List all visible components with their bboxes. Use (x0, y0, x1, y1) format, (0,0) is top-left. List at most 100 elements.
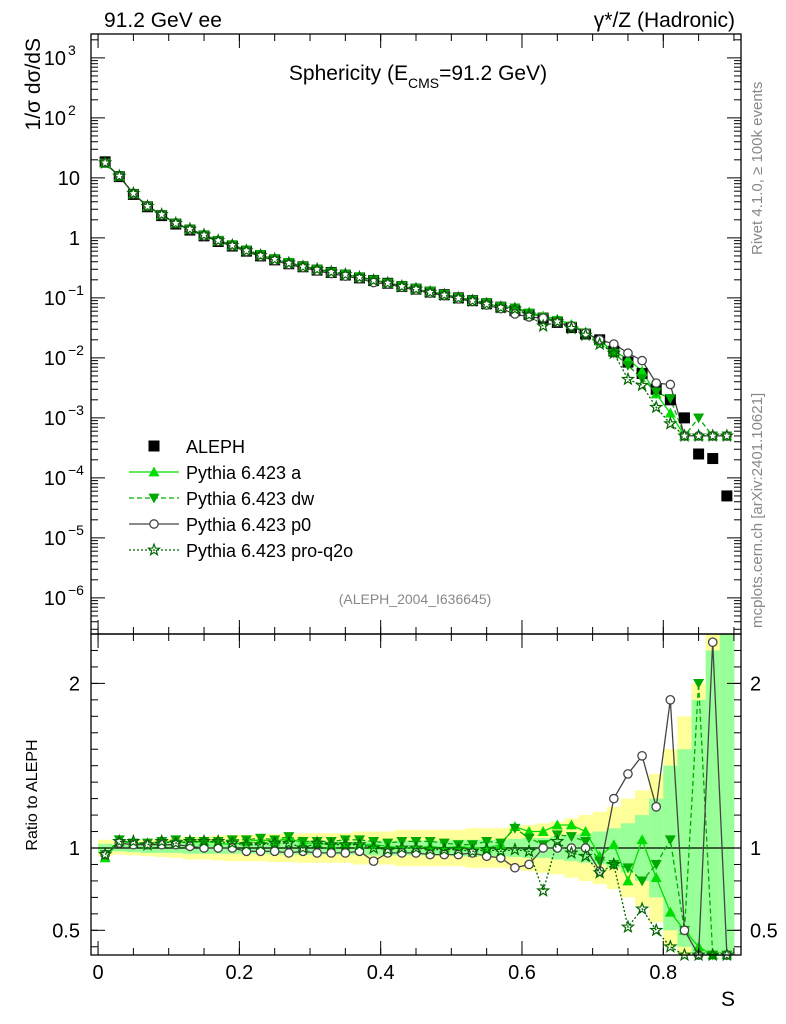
legend-label-aleph: ALEPH (186, 437, 245, 457)
ratio-point-pythia-6-423-p0 (368, 856, 379, 867)
y-tick-exponent: 3 (68, 42, 76, 58)
ratio-point-pythia-6-423-pro-q2o (649, 922, 664, 937)
ratio-point-pythia-6-423-dw (311, 837, 323, 847)
ratio-point-pythia-6-423-pro-q2o (112, 833, 127, 848)
data-point-pythia-6-423-pro-q2o (465, 293, 480, 308)
ratio-point-pythia-6-423-pro-q2o (634, 901, 650, 916)
ratio-ylabel: Ratio to ALEPH (24, 739, 41, 850)
data-point-pythia-6-423-p0 (637, 355, 647, 366)
ratio-point-pythia-6-423-p0 (411, 848, 421, 858)
y-tick-label: 10 (44, 468, 66, 490)
data-point-pythia-6-423-pro-q2o (394, 278, 410, 293)
data-point-pythia-6-423-pro-q2o (620, 371, 636, 386)
data-point-pythia-6-423-p0 (411, 285, 421, 295)
data-point-pythia-6-423-p0 (623, 348, 633, 358)
ratio-point-pythia-6-423-pro-q2o (380, 842, 395, 856)
data-point-pythia-6-423-pro-q2o (182, 221, 198, 236)
y-tick-exponent: −5 (68, 522, 84, 538)
data-point-pythia-6-423-pro-q2o (140, 198, 155, 213)
legend-label-pythia-6-423-a: Pythia 6.423 a (186, 463, 302, 483)
ratio-y-tick-label-right: 0.5 (750, 920, 778, 942)
ratio-point-pythia-6-423-a (565, 819, 577, 830)
ratio-point-pythia-6-423-a (622, 875, 634, 886)
ratio-point-pythia-6-423-p0 (510, 862, 520, 873)
ratio-point-pythia-6-423-a (650, 872, 662, 883)
ratio-point-pythia-6-423-a (523, 826, 535, 836)
data-point-aleph (693, 448, 705, 460)
ratio-point-pythia-6-423-pro-q2o (352, 837, 367, 851)
y-tick-exponent: 2 (68, 102, 76, 118)
ratio-point-pythia-6-423-p0 (665, 694, 676, 705)
ratio-point-pythia-6-423-pro-q2o (451, 842, 466, 856)
ratio-point-pythia-6-423-pro-q2o (691, 947, 706, 962)
data-point-pythia-6-423-p0 (397, 282, 407, 293)
data-point-aleph (721, 490, 733, 502)
data-point-pythia-6-423-p0 (382, 279, 393, 289)
x-tick-label: 0.2 (225, 962, 253, 984)
ratio-point-pythia-6-423-a (636, 834, 648, 845)
data-point-pythia-6-423-pro-q2o (97, 155, 113, 169)
ratio-point-pythia-6-423-pro-q2o (663, 939, 678, 953)
ratio-point-pythia-6-423-pro-q2o (535, 883, 551, 897)
ratio-point-pythia-6-423-pro-q2o (578, 848, 593, 863)
y-tick-label: 10 (44, 588, 66, 610)
ratio-point-pythia-6-423-p0 (707, 637, 718, 648)
ratio-point-pythia-6-423-p0 (651, 801, 662, 812)
ratio-point-pythia-6-423-pro-q2o (253, 837, 268, 851)
ratio-y-tick-label-left: 2 (69, 673, 80, 695)
ratio-point-pythia-6-423-pro-q2o (126, 833, 141, 848)
main-title-post: =91.2 GeV) (439, 62, 547, 85)
y-tick-label: 1 (69, 228, 80, 250)
series-line-pythia-6-423-pro-q2o (104, 162, 727, 437)
ratio-point-pythia-6-423-pro-q2o (521, 843, 537, 858)
data-point-pythia-6-423-pro-q2o (239, 243, 254, 257)
ratio-point-pythia-6-423-p0 (679, 925, 690, 936)
header-right: γ*/Z (Hadronic) (594, 9, 735, 32)
data-point-pythia-6-423-pro-q2o (535, 318, 551, 333)
data-point-pythia-6-423-p0 (298, 262, 308, 273)
series-line-pythia-6-423-p0 (104, 162, 727, 437)
data-point-pythia-6-423-pro-q2o (606, 345, 621, 360)
rivet-label: Rivet 4.1.0, ≥ 100k events (749, 82, 766, 255)
data-point-pythia-6-423-pro-q2o (352, 269, 367, 284)
legend-marker-pythia-6-423-p0 (149, 519, 159, 529)
data-point-pythia-6-423-pro-q2o (154, 206, 169, 221)
ratio-point-pythia-6-423-a (664, 906, 676, 917)
ratio-y-tick-label-right: 2 (750, 673, 761, 695)
header-left: 91.2 GeV ee (104, 9, 222, 32)
ratio-point-pythia-6-423-pro-q2o (140, 837, 155, 851)
legend-marker-aleph (148, 440, 160, 452)
ratio-point-pythia-6-423-dw (509, 823, 521, 834)
ratio-point-pythia-6-423-pro-q2o (97, 847, 113, 861)
data-point-pythia-6-423-pro-q2o (126, 185, 141, 200)
ratio-point-pythia-6-423-pro-q2o (465, 843, 480, 858)
ratio-point-pythia-6-423-dw (523, 833, 535, 844)
legend-label-pythia-6-423-dw: Pythia 6.423 dw (186, 489, 315, 509)
ratio-point-pythia-6-423-pro-q2o (606, 856, 622, 871)
ratio-point-pythia-6-423-p0 (340, 848, 351, 858)
data-point-pythia-6-423-p0 (453, 294, 464, 304)
data-point-pythia-6-423-pro-q2o (649, 399, 664, 414)
data-point-pythia-6-423-pro-q2o (253, 247, 268, 262)
ratio-point-pythia-6-423-p0 (608, 793, 619, 804)
ratio-point-pythia-6-423-p0 (283, 848, 294, 858)
data-point-pythia-6-423-pro-q2o (422, 284, 438, 299)
ratio-point-pythia-6-423-dw (622, 863, 634, 874)
data-point-pythia-6-423-pro-q2o (281, 255, 297, 270)
main-title: Sphericity (ECMS=91.2 GeV) (289, 62, 547, 91)
data-point-pythia-6-423-pro-q2o (578, 327, 593, 342)
data-point-pythia-6-423-pro-q2o (550, 314, 565, 328)
ratio-point-pythia-6-423-pro-q2o (705, 947, 720, 962)
ratio-point-pythia-6-423-p0 (524, 859, 534, 870)
y-tick-label: 10 (44, 108, 66, 130)
ratio-point-pythia-6-423-dw (495, 838, 507, 849)
ratio-point-pythia-6-423-pro-q2o (422, 842, 438, 856)
ratio-point-pythia-6-423-pro-q2o (239, 837, 254, 851)
ratio-point-pythia-6-423-p0 (439, 849, 450, 860)
ratio-band-inner (691, 699, 707, 955)
ratio-point-pythia-6-423-p0 (269, 846, 280, 857)
ratio-point-pythia-6-423-pro-q2o (507, 842, 523, 856)
ratio-point-pythia-6-423-dw (650, 860, 662, 870)
ratio-point-pythia-6-423-dw (693, 678, 705, 689)
ratio-point-pythia-6-423-dw (481, 837, 493, 847)
